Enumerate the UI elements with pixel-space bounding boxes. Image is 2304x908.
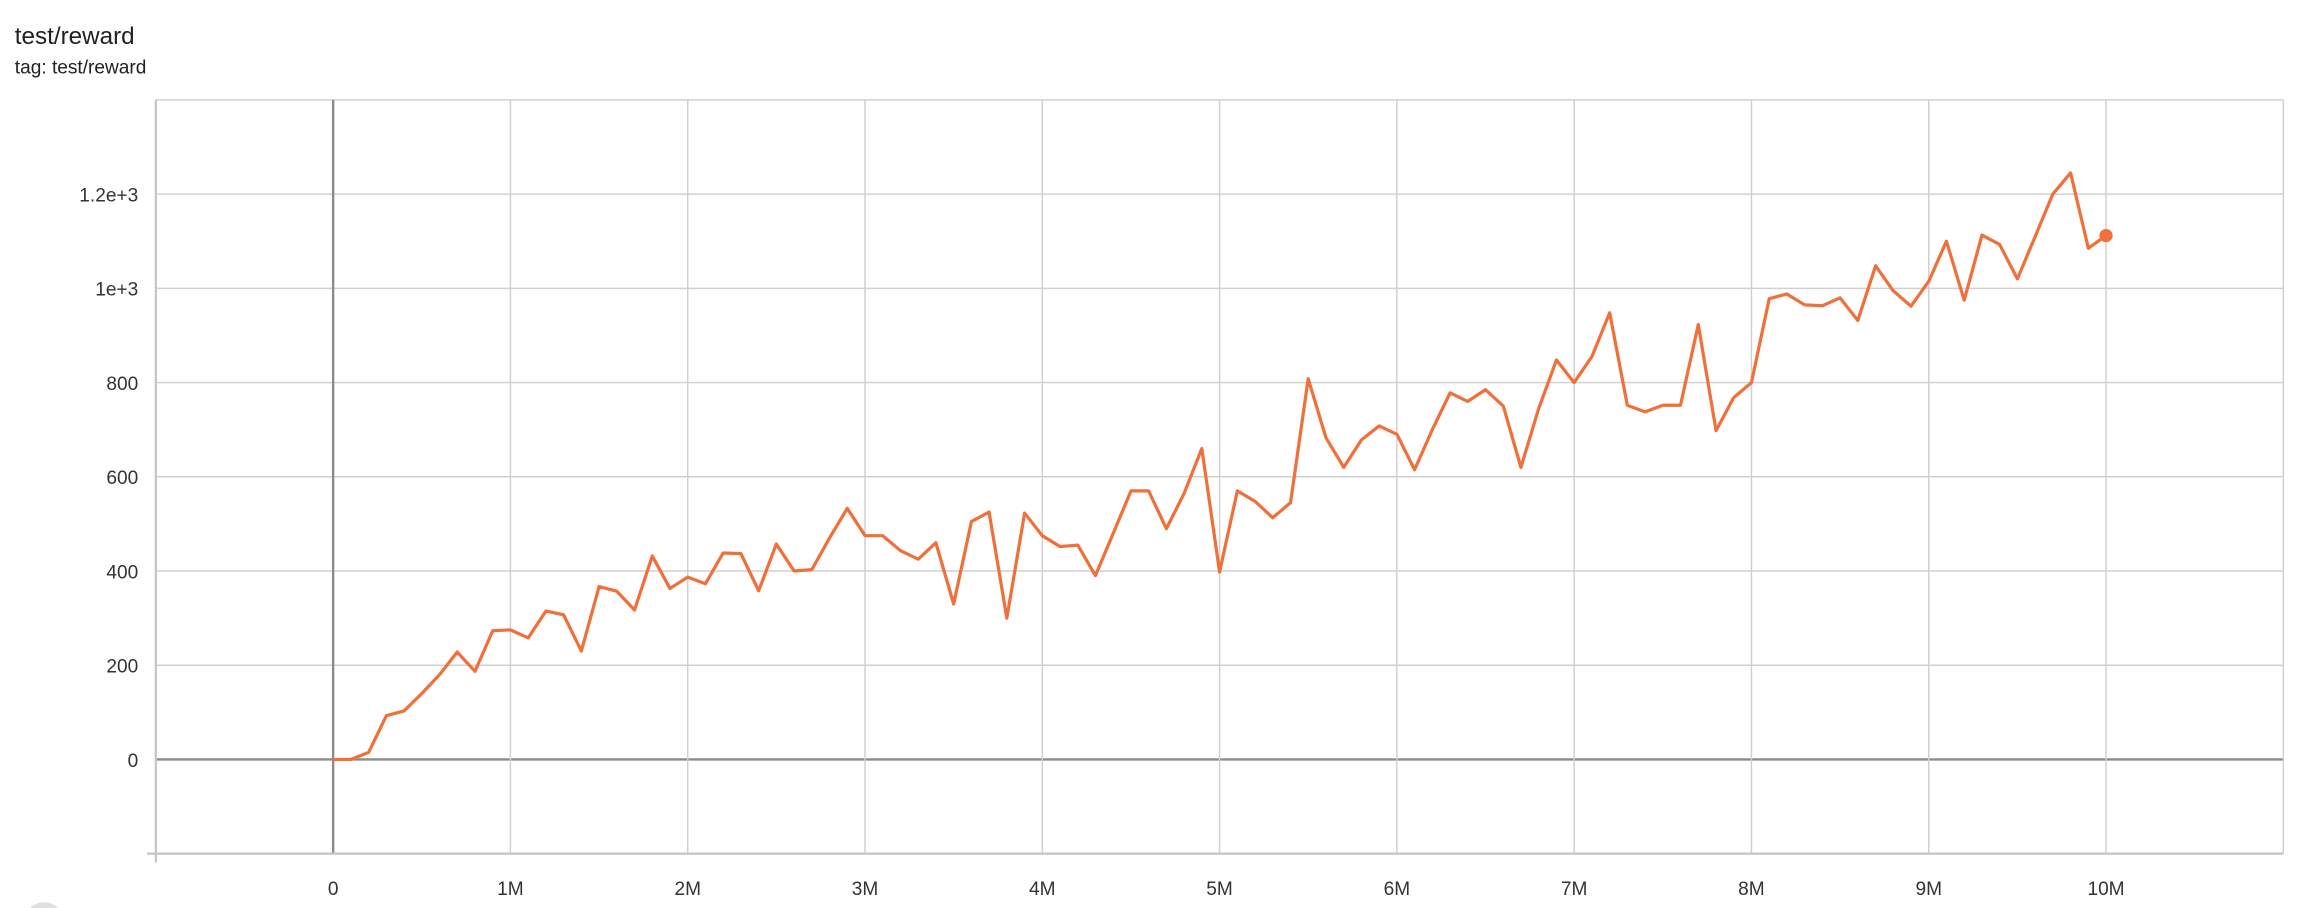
chart-title: test/reward xyxy=(15,23,135,50)
x-tick-label: 7M xyxy=(1561,879,1588,900)
x-tick-label: 4M xyxy=(1029,879,1056,900)
x-tick-label: 2M xyxy=(674,879,701,900)
x-tick-label: 9M xyxy=(1915,879,1942,900)
x-tick-label: 10M xyxy=(2087,879,2124,900)
series-line xyxy=(333,171,2107,762)
y-tick-label: 1.2e+3 xyxy=(79,185,138,206)
y-tick-label: 0 xyxy=(128,751,139,772)
y-tick-label: 1e+3 xyxy=(95,280,138,301)
y-tick-label: 400 xyxy=(106,562,138,583)
x-tick-label: 6M xyxy=(1384,879,1411,900)
fit-domain-button[interactable] xyxy=(24,902,65,908)
x-tick-label: 3M xyxy=(852,879,879,900)
chart-subtitle: tag: test/reward xyxy=(15,57,147,78)
x-tick-label: 0 xyxy=(328,879,339,900)
y-tick-label: 800 xyxy=(106,374,138,395)
x-tick-label: 1M xyxy=(497,879,524,900)
plot-area[interactable]: 0 200 400 600 800 1e+3 1.2e+3 0 1M 2M 3M 4M 5M 6M 7M 8M… xyxy=(79,99,2285,900)
y-tick-label: 200 xyxy=(106,657,138,678)
x-tick-label: 8M xyxy=(1738,879,1765,900)
x-tick-label: 5M xyxy=(1206,879,1233,900)
last-point-marker xyxy=(2099,228,2113,243)
y-tick-label: 600 xyxy=(106,468,138,489)
